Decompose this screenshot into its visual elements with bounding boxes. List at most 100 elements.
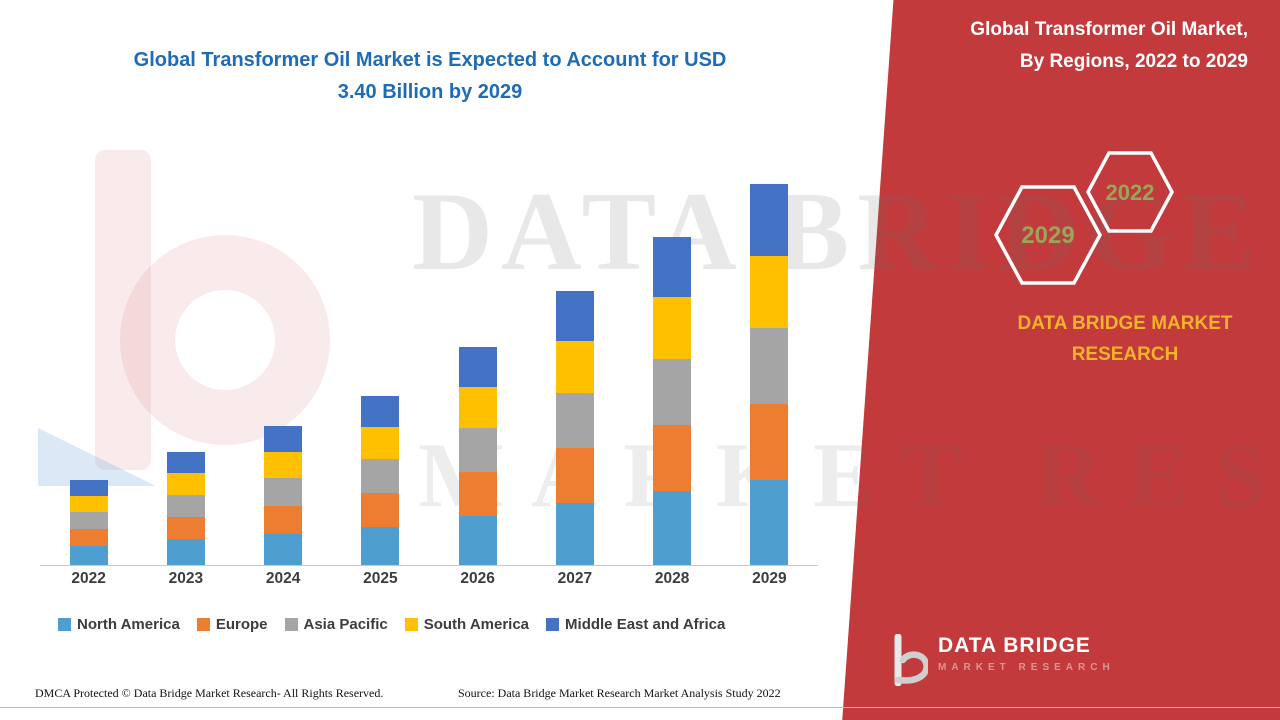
bar-segment xyxy=(458,387,497,428)
x-axis-label: 2023 xyxy=(168,570,204,587)
legend-swatch xyxy=(404,618,418,631)
legend-label: South America xyxy=(423,616,530,633)
bar-segment xyxy=(555,291,594,341)
legend-item: Europe xyxy=(196,616,268,633)
legend-label: Asia Pacific xyxy=(303,616,388,633)
bar-segment xyxy=(361,396,400,427)
panel-title: Global Transformer Oil Market, By Region… xyxy=(970,14,1248,79)
bar-segment xyxy=(166,517,205,539)
legend-label: North America xyxy=(77,616,180,633)
legend-label: Middle East and Africa xyxy=(565,616,726,633)
bar-segment xyxy=(555,503,594,565)
bar-column-2027 xyxy=(526,291,623,565)
bar-segment xyxy=(458,347,497,387)
panel-title-line2: By Regions, 2022 to 2029 xyxy=(1019,51,1248,73)
legend-item: South America xyxy=(404,616,530,633)
bar-column-2025 xyxy=(332,396,429,565)
legend-swatch xyxy=(284,618,298,631)
legend-item: Asia Pacific xyxy=(284,616,388,633)
bar-segment xyxy=(653,425,692,491)
x-axis-label: 2027 xyxy=(557,570,593,587)
x-axis-label: 2022 xyxy=(71,570,106,587)
bar-segment xyxy=(653,359,692,425)
bar-2022 xyxy=(69,480,108,565)
bar-segment xyxy=(264,452,303,478)
bar-segment xyxy=(653,237,692,297)
bar-segment xyxy=(361,527,400,565)
legend-swatch xyxy=(58,618,71,631)
x-axis-label: 2025 xyxy=(363,570,398,587)
chart-legend: North America Europe Asia Pacific South Ame… xyxy=(58,616,725,633)
brand-text-line2: RESEARCH xyxy=(1071,344,1179,366)
bar-column-2028 xyxy=(624,237,721,565)
bar-chart xyxy=(40,158,818,566)
legend-swatch xyxy=(196,618,210,631)
bar-segment xyxy=(750,184,789,256)
bar-segment xyxy=(555,448,594,503)
bar-2029 xyxy=(750,184,789,565)
brand-text: DATA BRIDGE MARKET RESEARCH xyxy=(955,308,1280,371)
databridge-logo: DATA BRIDGE MARKET RESEARCH xyxy=(888,634,1115,686)
footer-source: Source: Data Bridge Market Research Mark… xyxy=(458,686,781,700)
bar-segment xyxy=(166,452,205,473)
bar-segment xyxy=(750,480,789,565)
bar-segment xyxy=(555,393,594,448)
footer-dmca: DMCA Protected © Data Bridge Market Rese… xyxy=(35,686,384,700)
bar-segment xyxy=(750,256,789,328)
bar-segment xyxy=(69,496,108,512)
bar-segment xyxy=(555,341,594,393)
bar-segment xyxy=(653,491,692,565)
bar-segment xyxy=(361,427,400,459)
x-axis-label: 2024 xyxy=(265,570,301,587)
x-axis-label: 2028 xyxy=(654,570,690,587)
chart-title: Global Transformer Oil Market is Expecte… xyxy=(80,44,780,108)
bar-segment xyxy=(264,426,303,452)
bar-segment xyxy=(69,512,108,529)
bar-2026 xyxy=(458,347,497,565)
bar-segment xyxy=(264,534,303,565)
bar-column-2022 xyxy=(40,480,137,565)
panel-title-line1: Global Transformer Oil Market, xyxy=(970,19,1248,40)
bar-2025 xyxy=(361,396,400,565)
bar-segment xyxy=(166,473,205,495)
bar-column-2026 xyxy=(429,347,526,565)
bar-2028 xyxy=(653,237,692,565)
bar-segment xyxy=(166,495,205,517)
footer-divider xyxy=(0,707,1280,708)
bar-segment xyxy=(361,459,400,493)
legend-label: Europe xyxy=(215,616,268,633)
hexagon-2022 xyxy=(1086,151,1174,233)
bar-2027 xyxy=(555,291,594,565)
bar-2023 xyxy=(166,452,205,565)
bar-segment xyxy=(264,506,303,534)
databridge-logo-name: DATA BRIDGE xyxy=(938,634,1091,657)
bar-column-2024 xyxy=(235,426,332,565)
bar-segment xyxy=(750,404,789,480)
legend-item: North America xyxy=(58,616,180,633)
chart-title-line1: Global Transformer Oil Market is Expecte… xyxy=(133,49,727,71)
bar-segment xyxy=(458,428,497,472)
bar-segment xyxy=(264,478,303,506)
bar-segment xyxy=(458,472,497,516)
brand-text-line1: DATA BRIDGE MARKET xyxy=(1017,313,1233,334)
bar-column-2029 xyxy=(721,184,818,565)
hexagon-2029 xyxy=(994,185,1102,285)
databridge-logo-icon xyxy=(894,634,928,686)
bar-segment xyxy=(361,493,400,527)
databridge-logo-sub: MARKET RESEARCH xyxy=(938,662,1115,673)
hexagon-badges: 2029 2022 xyxy=(994,151,1174,285)
bar-segment xyxy=(69,480,108,496)
hexagon-2022-label: 2022 xyxy=(1106,180,1155,205)
bar-segment xyxy=(166,539,205,565)
bar-segment xyxy=(69,546,108,565)
bar-segment xyxy=(69,529,108,546)
x-axis-label: 2026 xyxy=(460,570,495,587)
bar-segment xyxy=(458,516,497,565)
hexagon-2029-label: 2029 xyxy=(1021,222,1074,249)
x-axis-label: 2029 xyxy=(752,570,787,587)
chart-xlabels: 2022 2023 2024 2025 2026 2027 2028 2029 xyxy=(40,570,818,588)
legend-swatch xyxy=(546,618,560,631)
bar-2024 xyxy=(264,426,303,565)
legend-item: Middle East and Africa xyxy=(546,616,725,633)
